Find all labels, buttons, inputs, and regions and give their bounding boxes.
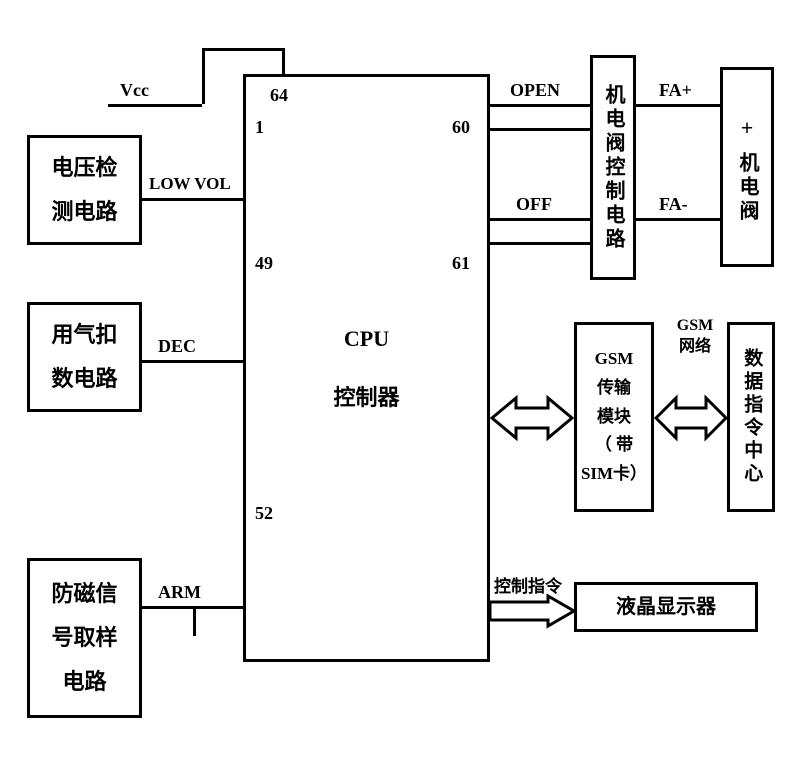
lcd-text: 液晶显示器	[616, 591, 716, 623]
cpu-controller: CPU 控制器	[243, 74, 490, 662]
voltage-detect-box: 电压检 测电路	[27, 135, 142, 245]
open-label: OPEN	[510, 80, 560, 101]
bracket-top	[202, 48, 282, 51]
cpu-label2: 控制器	[333, 380, 399, 415]
gsm-l1: GSM	[595, 345, 634, 374]
low-vol-label: LOW VOL	[149, 174, 231, 194]
pin-52: 52	[255, 503, 273, 524]
data-center-text: 数据指令中心	[736, 348, 766, 486]
antimag-line3: 电路	[62, 660, 106, 704]
gsm-l3: 模块	[597, 403, 631, 432]
gsm-l2: 传输	[597, 374, 631, 403]
open-line-bot	[490, 128, 590, 131]
open-line-top	[490, 104, 590, 107]
gsm-network-label: GSM网络	[670, 316, 720, 358]
vcc-label: Vcc	[120, 80, 149, 101]
off-line-bot	[490, 242, 590, 245]
pin-49: 49	[255, 253, 273, 274]
antimag-line2: 号取样	[51, 616, 117, 660]
valve-ctrl-text: 机电阀控制电路	[597, 84, 629, 252]
gas-line2: 数电路	[51, 357, 117, 401]
dec-line	[142, 360, 243, 363]
valve-plus: +	[741, 110, 754, 145]
gas-deduct-box: 用气扣 数电路	[27, 302, 142, 412]
fa-plus-line	[636, 104, 720, 107]
gsm-module-box: GSM 传输 模块 （ 带 SIM卡）	[574, 322, 654, 512]
low-vol-line	[142, 198, 243, 201]
vcc-line-under	[108, 104, 202, 107]
pin-60: 60	[452, 117, 470, 138]
pin-61: 61	[452, 253, 470, 274]
voltage-line2: 测电路	[51, 190, 117, 234]
lcd-box: 液晶显示器	[574, 582, 758, 632]
off-line-top	[490, 218, 590, 221]
pin-64: 64	[270, 85, 288, 106]
valve-ctrl-box: 机电阀控制电路	[590, 55, 636, 280]
arm-stub	[193, 606, 196, 636]
fa-plus-label: FA+	[659, 80, 692, 101]
voltage-line1: 电压检	[51, 146, 117, 190]
valve-text: 机电阀	[731, 152, 763, 224]
data-center-box: 数据指令中心	[727, 322, 775, 512]
fa-minus-line	[636, 218, 720, 221]
pin-1: 1	[255, 117, 264, 138]
off-label: OFF	[516, 194, 552, 215]
arrow-to-lcd	[490, 596, 574, 626]
ctrl-cmd-label: 控制指令	[494, 572, 562, 597]
cpu-label1: CPU	[344, 321, 389, 356]
arm-label: ARM	[158, 582, 201, 603]
gas-line1: 用气扣	[51, 313, 117, 357]
fa-minus-label: FA-	[659, 194, 688, 215]
antimag-line1: 防磁信	[51, 572, 117, 616]
gsm-l5: SIM卡）	[581, 460, 647, 489]
antimag-box: 防磁信 号取样 电路	[27, 558, 142, 718]
double-arrow-left	[492, 392, 572, 444]
double-arrow-right	[656, 392, 726, 444]
bracket-left	[202, 48, 205, 104]
dec-label: DEC	[158, 336, 196, 357]
bracket-right	[282, 48, 285, 74]
gsm-l4: （ 带	[595, 431, 633, 460]
valve-box: + 机电阀	[720, 67, 774, 267]
